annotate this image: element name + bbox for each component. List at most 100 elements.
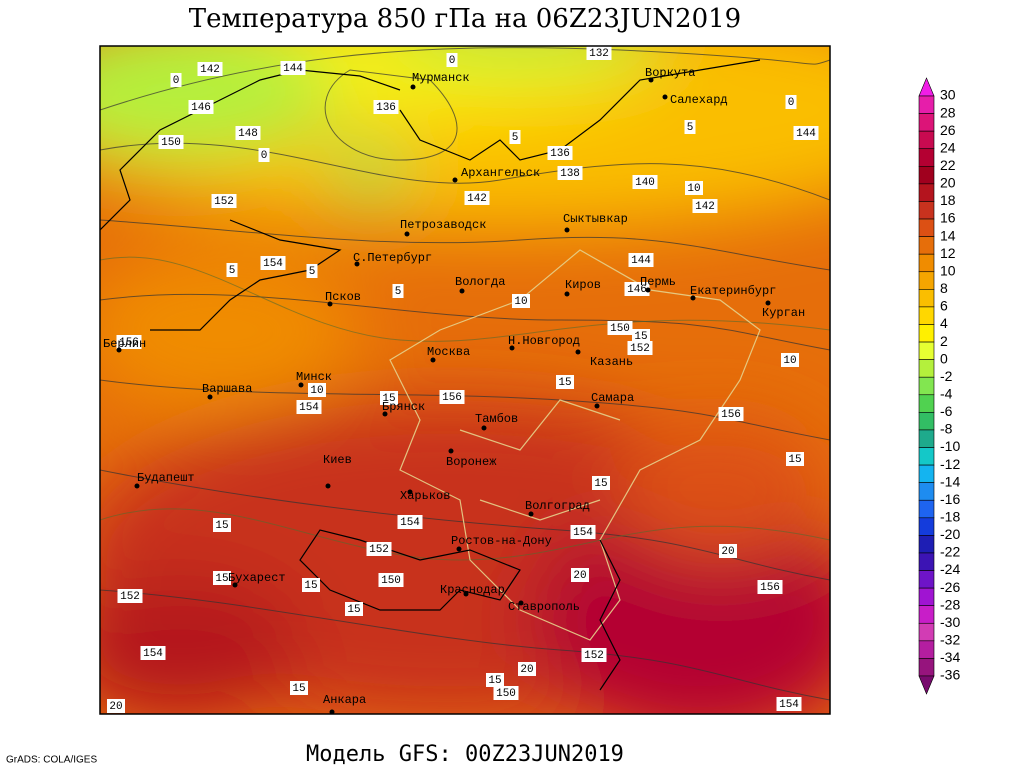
contour-label-box bbox=[581, 648, 607, 662]
city-dot bbox=[404, 231, 410, 237]
contour-label: 144 bbox=[796, 128, 816, 140]
contour-label: 20 bbox=[573, 570, 586, 582]
colorbar-swatch bbox=[918, 394, 935, 413]
colorbar-swatch bbox=[918, 376, 935, 396]
contour-label: 142 bbox=[467, 193, 487, 205]
city-dot bbox=[448, 448, 454, 454]
colorbar-swatch bbox=[918, 271, 935, 290]
colorbar-label: -18 bbox=[940, 509, 960, 525]
colorbar-swatch bbox=[918, 605, 935, 624]
contour-label-box bbox=[464, 191, 490, 205]
city-label: Москва bbox=[427, 345, 470, 359]
city-dot bbox=[481, 425, 487, 431]
city-label: Н.Новгород bbox=[508, 334, 580, 348]
city-label: Будапешт bbox=[137, 471, 195, 485]
city-label: Казань bbox=[590, 355, 633, 369]
city-dot bbox=[463, 591, 469, 597]
city-label: Екатеринбург bbox=[690, 284, 776, 298]
contour-label-box bbox=[786, 452, 804, 466]
city-label: Воркута bbox=[645, 66, 695, 80]
colorbar-swatch bbox=[918, 482, 935, 501]
colorbar-label: 2 bbox=[940, 333, 948, 349]
city-dot bbox=[528, 511, 534, 517]
contour-label-box bbox=[117, 589, 143, 603]
contour-label-box bbox=[781, 353, 799, 367]
contour-label-box bbox=[718, 407, 744, 421]
contour-label: 5 bbox=[309, 266, 316, 278]
city-dot bbox=[232, 582, 238, 588]
colorbar-label: 20 bbox=[940, 175, 956, 191]
city-dot bbox=[407, 489, 413, 495]
contour-label: 154 bbox=[400, 517, 420, 529]
contour-label: 15 bbox=[215, 520, 228, 532]
contour-label-box bbox=[308, 383, 326, 397]
contour-label: 150 bbox=[496, 688, 516, 700]
city-dot bbox=[207, 394, 213, 400]
colorbar-swatch bbox=[918, 113, 935, 132]
colorbar-swatch bbox=[918, 148, 935, 167]
contour-label-box bbox=[260, 256, 286, 270]
colorbar-label: -36 bbox=[940, 667, 960, 683]
city-dot bbox=[327, 301, 333, 307]
city-dot bbox=[459, 288, 465, 294]
city-dot bbox=[298, 382, 304, 388]
city-label: Берлин bbox=[103, 337, 146, 351]
title: Температура 850 гПа на 06Z23JUN2019 bbox=[189, 4, 741, 34]
contour-label-box bbox=[719, 544, 737, 558]
contour-label-box bbox=[213, 571, 231, 585]
contour-label: 20 bbox=[520, 664, 533, 676]
contour-label-box bbox=[107, 699, 125, 713]
colorbar-label: -26 bbox=[940, 579, 960, 595]
contour-label-box bbox=[378, 573, 404, 587]
contour-label-box bbox=[518, 662, 536, 676]
contour-label: 10 bbox=[514, 296, 527, 308]
colorbar-swatch bbox=[918, 130, 935, 150]
city-dot bbox=[329, 709, 335, 714]
contour-label: 154 bbox=[143, 648, 163, 660]
colorbar-label: 18 bbox=[940, 192, 956, 208]
contour-label-box bbox=[632, 175, 658, 189]
city-dot bbox=[456, 546, 462, 552]
contour-label-box bbox=[392, 284, 404, 298]
borders bbox=[389, 249, 761, 641]
contour-label-box bbox=[296, 400, 322, 414]
contour-label: 20 bbox=[109, 701, 122, 713]
contour-label: 146 bbox=[191, 102, 211, 114]
contour-label-box bbox=[547, 146, 573, 160]
colorbar-swatch bbox=[918, 253, 935, 273]
colorbar-swatch bbox=[918, 359, 935, 378]
city-label: Брянск bbox=[382, 400, 425, 414]
contour-label-box bbox=[776, 697, 802, 711]
city-dot bbox=[594, 403, 600, 409]
contour-label-box bbox=[557, 166, 583, 180]
colorbar-swatch bbox=[918, 570, 935, 589]
contour-label-box bbox=[685, 181, 703, 195]
contour-label-box bbox=[632, 329, 650, 343]
colorbar-label: -22 bbox=[940, 544, 960, 560]
city-label: Сыктывкар bbox=[563, 212, 628, 226]
contour-label-box bbox=[366, 542, 392, 556]
contour-label: 20 bbox=[721, 546, 734, 558]
contour-label: 10 bbox=[310, 385, 323, 397]
colorbar-swatch bbox=[918, 517, 935, 536]
contour-label: 142 bbox=[695, 201, 715, 213]
contour-label-box bbox=[116, 335, 142, 349]
city-dot bbox=[134, 483, 140, 489]
colorbar-label: 10 bbox=[940, 262, 956, 278]
contour-label: 156 bbox=[760, 582, 780, 594]
contour-label-box bbox=[380, 391, 398, 405]
city-label: Самара bbox=[591, 391, 634, 405]
contour-label: 0 bbox=[449, 55, 456, 67]
contour-label: 15 bbox=[292, 683, 305, 695]
colorbar-label: 14 bbox=[940, 227, 956, 243]
city-label: Харьков bbox=[400, 489, 450, 503]
colorbar-swatch bbox=[918, 535, 935, 554]
contour-label: 5 bbox=[395, 286, 402, 298]
city-dot bbox=[518, 600, 524, 606]
map-frame bbox=[99, 45, 831, 715]
colorbar-label: -34 bbox=[940, 649, 960, 665]
contour-label: 150 bbox=[381, 575, 401, 587]
colorbar-label: -16 bbox=[940, 491, 960, 507]
contour-label: 152 bbox=[630, 343, 650, 355]
